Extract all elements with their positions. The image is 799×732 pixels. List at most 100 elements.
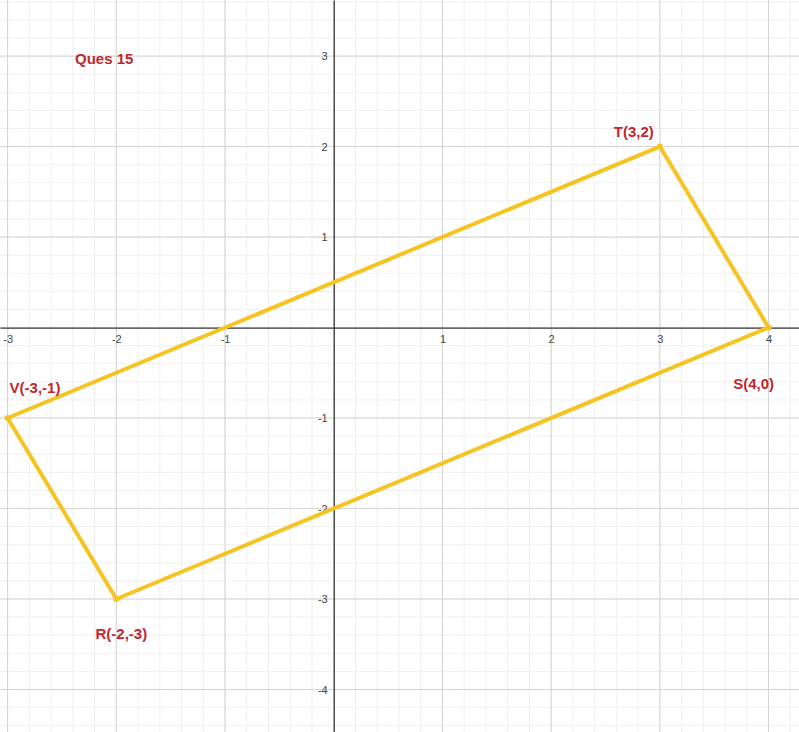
- minor-grid-line: [311, 0, 312, 732]
- minor-grid-line: [29, 0, 30, 732]
- minor-grid-line: [7, 0, 8, 732]
- point-labels: V(-3,-1)R(-2,-3)S(4,0)T(3,2): [10, 123, 774, 642]
- minor-grid-line: [377, 0, 378, 732]
- minor-grid-line: [0, 472, 799, 473]
- minor-grid-line: [268, 0, 269, 732]
- minor-grid-line: [0, 381, 799, 382]
- minor-grid-line: [0, 164, 799, 165]
- vertex: [5, 415, 11, 421]
- minor-grid-line: [0, 327, 799, 328]
- tick-label: -4: [318, 683, 328, 695]
- minor-grid-line: [0, 128, 799, 129]
- minor-grid-line: [225, 0, 226, 732]
- minor-grid-line: [638, 0, 639, 732]
- minor-grid-line: [507, 0, 508, 732]
- tick: -1: [318, 412, 334, 424]
- grid-line: [116, 0, 117, 732]
- tick: 3: [657, 328, 663, 346]
- minor-grid-line: [616, 0, 617, 732]
- minor-grid-line: [159, 0, 160, 732]
- minor-grid-line: [0, 1, 799, 2]
- minor-grid-line: [0, 74, 799, 75]
- tick: 3: [322, 50, 334, 62]
- minor-grid-line: [116, 0, 117, 732]
- grid-line: [659, 0, 660, 732]
- minor-grid-line: [0, 237, 799, 238]
- tick: 2: [322, 141, 334, 153]
- tick: -4: [318, 683, 334, 695]
- x-axis: -3 -2 -1 1 2 3 4: [1, 328, 799, 346]
- minor-grid-line: [398, 0, 399, 732]
- point-label: R(-2,-3): [95, 625, 147, 642]
- minor-grid-line: [0, 273, 799, 274]
- vertex: [657, 144, 663, 150]
- vertex: [113, 596, 119, 602]
- minor-grid-line: [0, 92, 799, 93]
- minor-grid-line: [0, 291, 799, 292]
- minor-grid-line: [290, 0, 291, 732]
- point-label: V(-3,-1): [10, 379, 61, 396]
- minor-grid-line: [0, 200, 799, 201]
- tick-label: 3: [322, 50, 328, 62]
- minor-grid-line: [0, 454, 799, 455]
- tick: -3: [3, 328, 13, 346]
- tick-label: -3: [318, 593, 328, 605]
- point-label: S(4,0): [733, 375, 774, 392]
- minor-grid-line: [485, 0, 486, 732]
- minor-grid-line: [0, 562, 799, 563]
- tick-label: -1: [318, 412, 328, 424]
- minor-grid-line: [51, 0, 52, 732]
- minor-grid-line: [594, 0, 595, 732]
- tick-label: 2: [322, 141, 328, 153]
- minor-grid-line: [0, 38, 799, 39]
- tick-label: 1: [322, 231, 328, 243]
- minor-grid-line: [659, 0, 660, 732]
- grid-line: [0, 418, 799, 419]
- minor-grid-line: [768, 0, 769, 732]
- minor-grid-line: [0, 617, 799, 618]
- grid-line: [442, 0, 443, 732]
- minor-grid-line: [0, 146, 799, 147]
- minor-grid-line: [0, 526, 799, 527]
- tick-label: -3: [3, 333, 13, 345]
- minor-grid-line: [0, 544, 799, 545]
- grid-line: [768, 0, 769, 732]
- minor-grid-line: [246, 0, 247, 732]
- tick-label: 2: [549, 333, 555, 345]
- tick: -2: [112, 328, 122, 346]
- tick-label: -1: [221, 333, 231, 345]
- minor-grid-line: [0, 508, 799, 509]
- minor-grid-line: [0, 110, 799, 111]
- chart: -3 -2 -1 1 2 3 4 -4 -3 -2 -1 1 2 3 V(-3,-1) R(-2,-3) S(4…: [0, 0, 799, 732]
- minor-grid-line: [790, 0, 791, 732]
- minor-grid-line: [94, 0, 95, 732]
- minor-grid-line: [0, 689, 799, 690]
- minor-grid-line: [0, 653, 799, 654]
- polygon: [8, 147, 769, 599]
- grid-line: [0, 146, 799, 147]
- axis-line: [334, 1, 335, 732]
- minor-grid-line: [746, 0, 747, 732]
- minor-grid-line: [572, 0, 573, 732]
- minor-grid-line: [0, 725, 799, 726]
- tick-label: 3: [657, 333, 663, 345]
- title: Ques 15: [75, 50, 133, 67]
- minor-grid-line: [0, 436, 799, 437]
- minor-grid-line: [0, 399, 799, 400]
- grid-line: [0, 689, 799, 690]
- y-axis: -4-3-2-1123: [318, 1, 334, 732]
- grid-line: [0, 237, 799, 238]
- minor-grid-line: [203, 0, 204, 732]
- minor-grid-line: [72, 0, 73, 732]
- axis-line: [1, 327, 799, 328]
- tick: 1: [322, 231, 334, 243]
- tick: 1: [440, 328, 446, 346]
- minor-grid-line: [0, 218, 799, 219]
- tick-label: 4: [766, 333, 772, 345]
- tick-label: 1: [440, 333, 446, 345]
- tick: -3: [318, 593, 334, 605]
- tick: 2: [549, 328, 555, 346]
- grid-line: [7, 0, 8, 732]
- minor-grid-line: [464, 0, 465, 732]
- grid-line: [0, 508, 799, 509]
